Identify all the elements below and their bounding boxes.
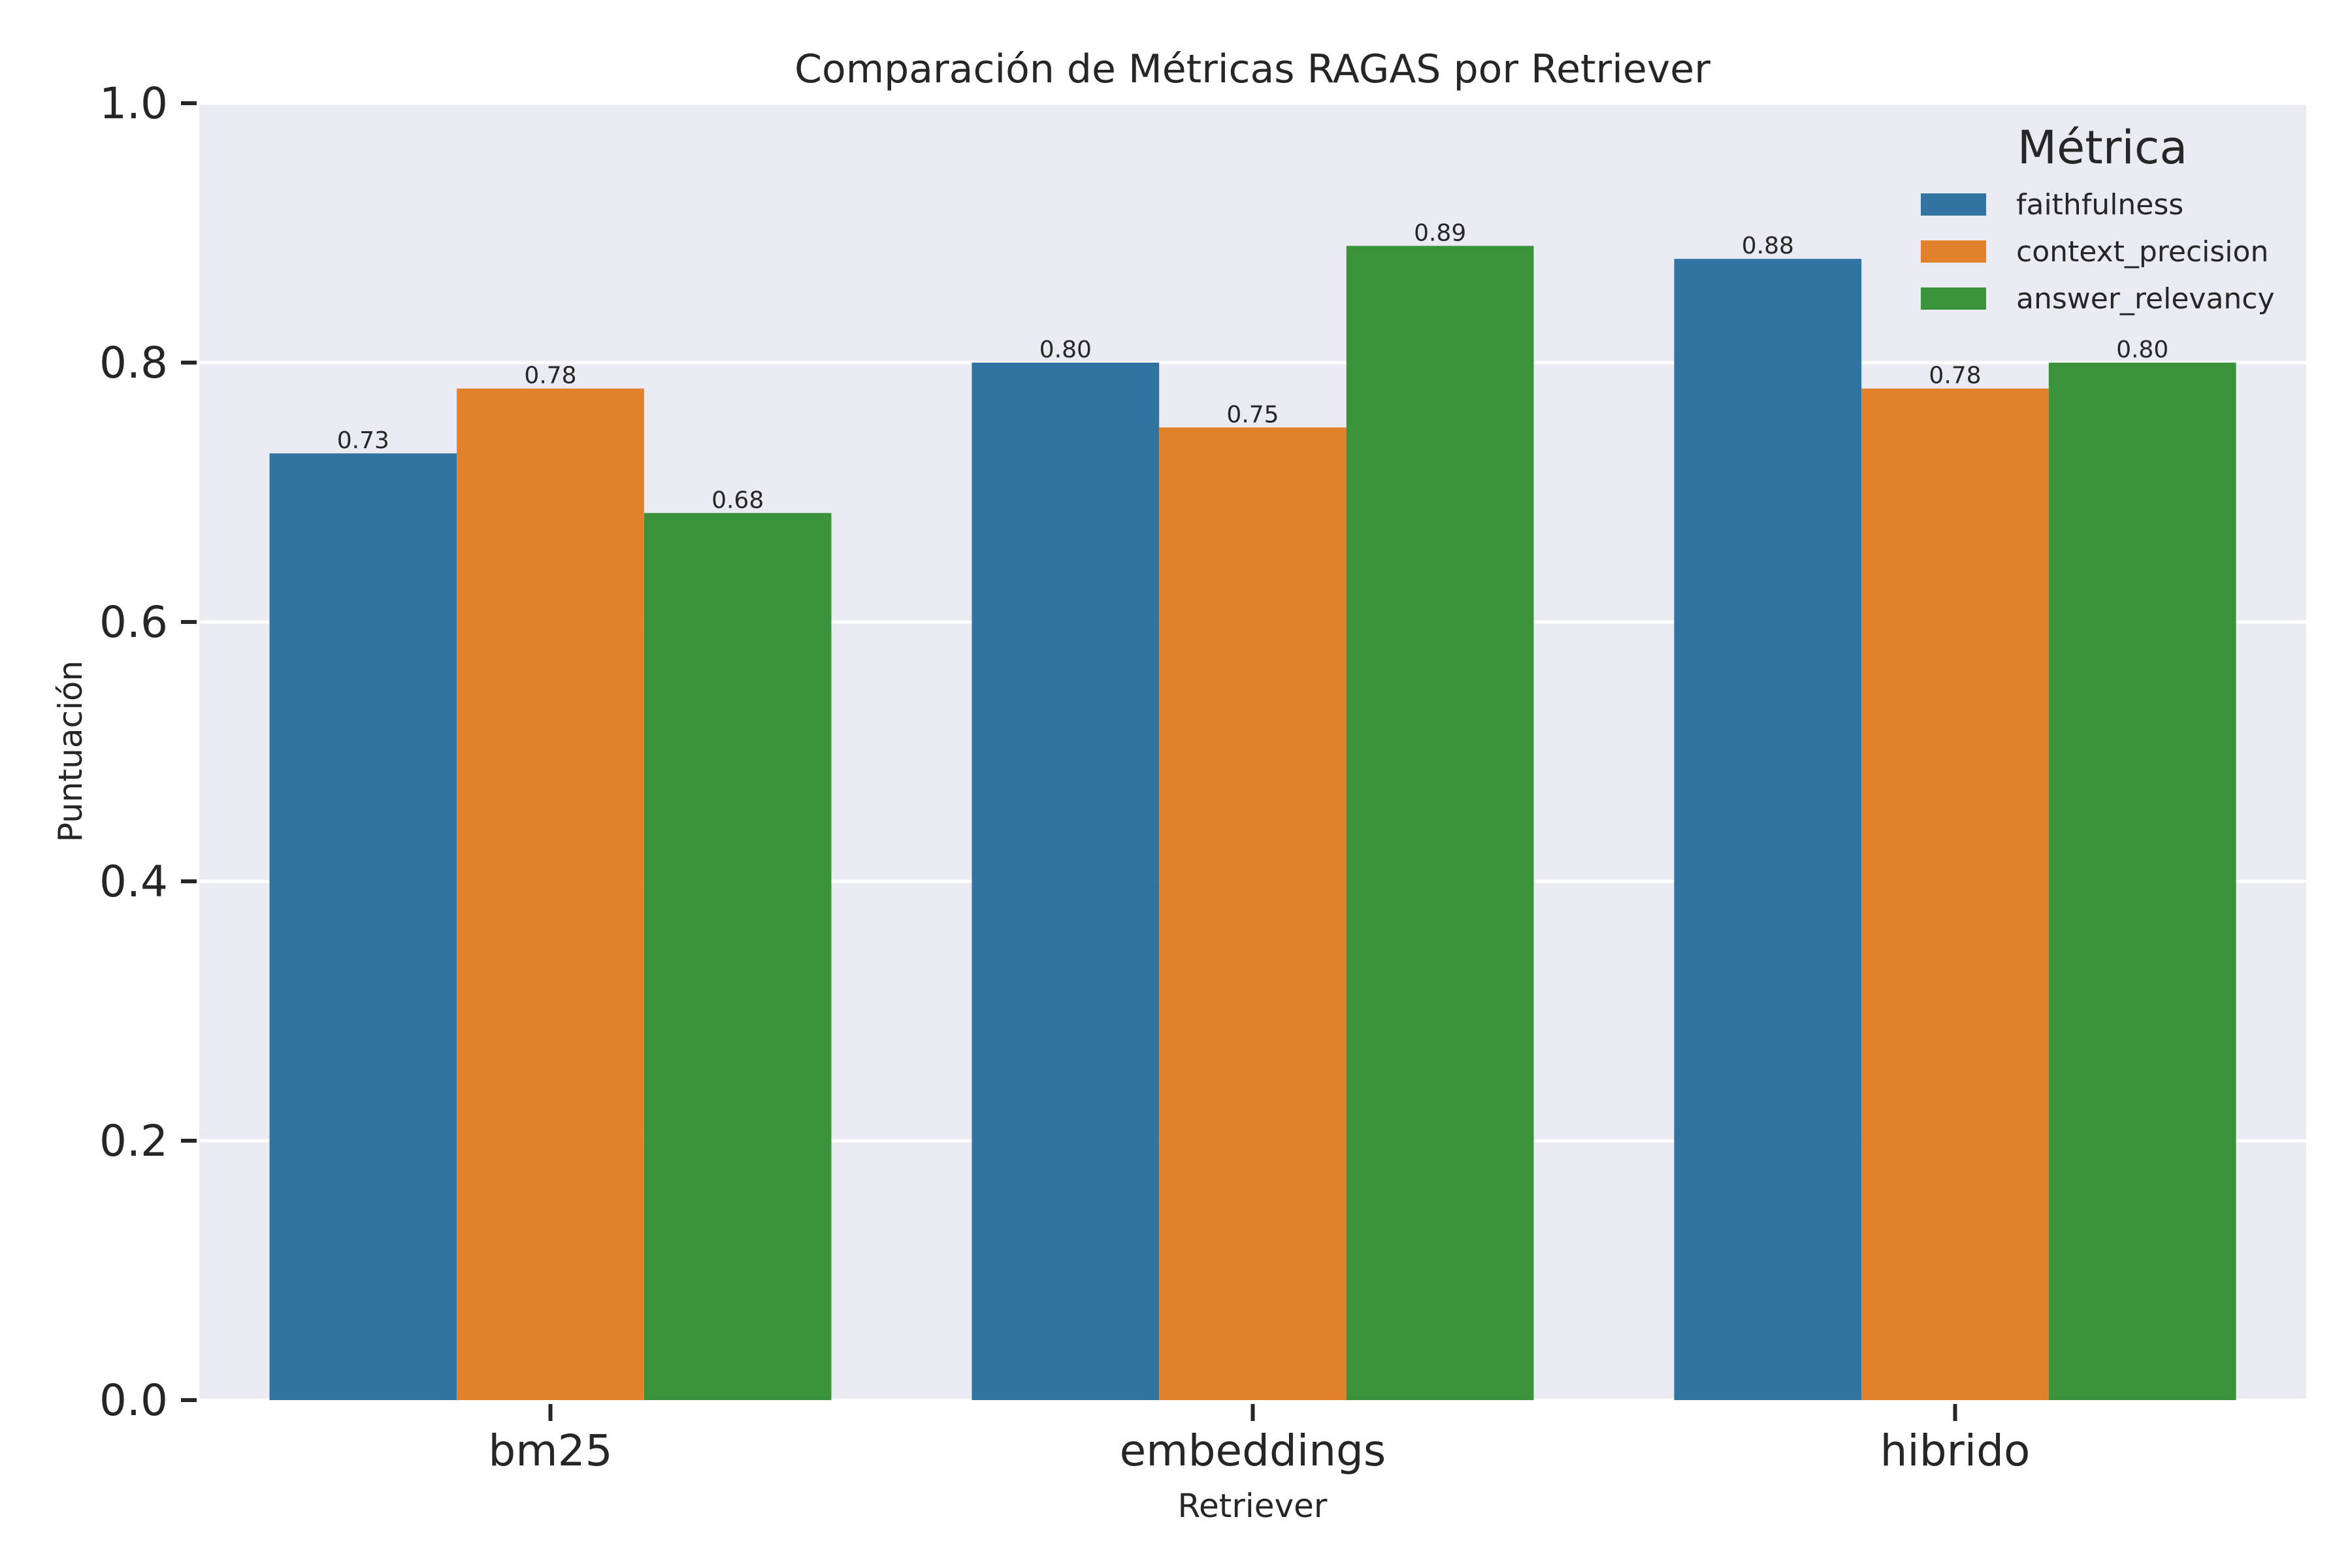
bar-embeddings-faithfulness bbox=[972, 363, 1160, 1400]
bar-hibrido-faithfulness bbox=[1674, 259, 1862, 1401]
legend: Métrica faithfulness context_precisionans… bbox=[1921, 121, 2275, 316]
bar-bm25-answer_relevancy bbox=[644, 513, 832, 1400]
x-tick-label-hibrido: hibrido bbox=[1880, 1426, 2031, 1476]
legend-entry-context_precision: context_precision bbox=[2016, 235, 2268, 269]
x-axis-label: Retriever bbox=[1178, 1487, 1328, 1525]
chart-title: Comparación de Métricas RAGAS por Retrie… bbox=[794, 46, 1710, 92]
bar-hibrido-context_precision bbox=[1861, 388, 2049, 1401]
bar-value-label: 0.80 bbox=[1039, 336, 1092, 363]
bar-value-label: 0.75 bbox=[1226, 401, 1279, 428]
bar-value-label: 0.80 bbox=[2116, 336, 2168, 363]
y-axis-label: Puntuación bbox=[52, 661, 90, 842]
bar-embeddings-context_precision bbox=[1159, 427, 1347, 1400]
bar-value-label: 0.78 bbox=[524, 363, 576, 389]
x-tick-label-embeddings: embeddings bbox=[1120, 1426, 1386, 1476]
bar-value-label: 0.88 bbox=[1742, 233, 1794, 259]
legend-swatch-faithfulness bbox=[1921, 193, 1986, 216]
legend-title: Métrica bbox=[2017, 121, 2188, 174]
bar-bm25-context_precision bbox=[457, 388, 644, 1401]
y-tick-label: 0.6 bbox=[99, 597, 168, 647]
bars bbox=[269, 246, 2236, 1401]
y-tick-label: 1.0 bbox=[99, 78, 168, 129]
x-axis: bm25 embeddings hibrido bbox=[488, 1404, 2030, 1476]
bar-hibrido-answer_relevancy bbox=[2048, 363, 2236, 1400]
legend-swatch-answer_relevancy bbox=[1921, 287, 1986, 310]
legend-entry-faithfulness: faithfulness bbox=[2016, 188, 2183, 221]
bar-bm25-faithfulness bbox=[269, 453, 457, 1401]
x-tick-label-bm25: bm25 bbox=[488, 1426, 612, 1476]
y-tick-label: 0.8 bbox=[99, 338, 168, 388]
y-tick-label: 0.0 bbox=[99, 1375, 168, 1426]
bar-value-label: 0.73 bbox=[337, 427, 389, 454]
legend-swatch-context_precision bbox=[1921, 240, 1986, 263]
y-tick-label: 0.2 bbox=[99, 1116, 168, 1166]
bar-value-label: 0.89 bbox=[1414, 220, 1466, 246]
legend-entry-answer_relevancy: answer_relevancy bbox=[2016, 282, 2275, 316]
bar-labels: 0.73 0.78 0.68 0.80 0.75 0.89 0.88 0.78 0.80 bbox=[337, 220, 2168, 514]
y-tick-label: 0.4 bbox=[99, 857, 168, 907]
y-axis: 0.0 0.2 0.4 0.6 0.8 1.0 bbox=[99, 78, 197, 1426]
bar-value-label: 0.78 bbox=[1929, 363, 1981, 389]
bar-embeddings-answer_relevancy bbox=[1346, 246, 1534, 1401]
bar-value-label: 0.68 bbox=[711, 487, 764, 514]
